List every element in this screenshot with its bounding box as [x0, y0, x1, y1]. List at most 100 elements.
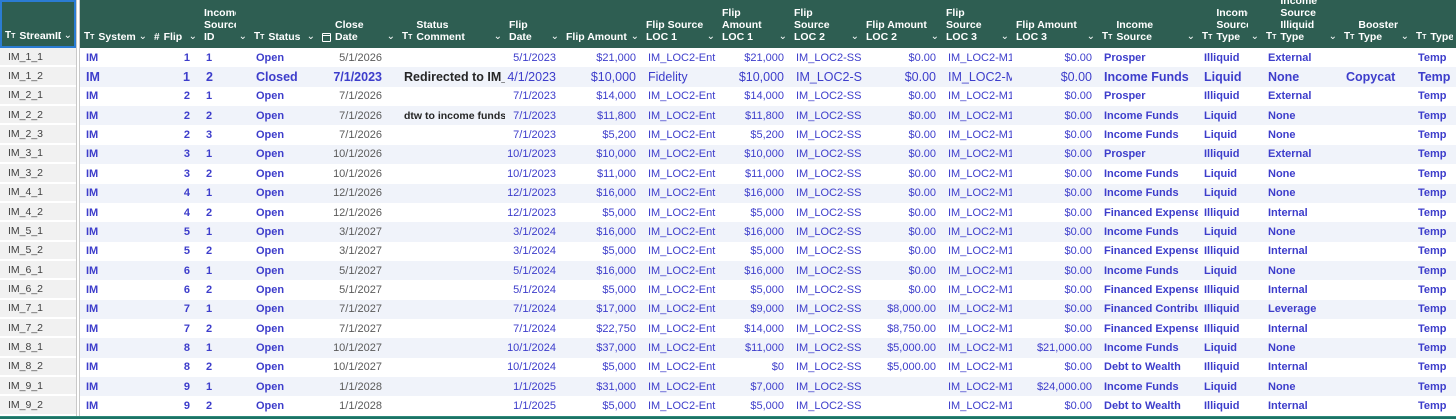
cell-flip-source-loc2[interactable]: IM_LOC2-SSFCU [796, 400, 862, 413]
cell-flip-source-loc1[interactable]: IM_LOC2-Ent [648, 361, 716, 374]
cell-income-source[interactable]: Financed Expenses [1104, 206, 1198, 219]
cell-status-comment[interactable] [398, 222, 505, 241]
cell-flip-source-loc1[interactable]: IM_LOC2-Ent [648, 322, 716, 335]
cell-system[interactable]: IM [86, 400, 99, 413]
cell-flip-date[interactable]: 7/1/2024 [513, 303, 556, 316]
column-header-flip-source-loc2[interactable]: Flip Source LOC 2 ⌄ [790, 0, 862, 48]
cell-flip-source-loc2[interactable]: IM_LOC2-SSFCU [796, 361, 862, 374]
cell-status[interactable]: Closed [256, 70, 298, 85]
cell-flip[interactable]: 1 [183, 51, 190, 64]
cell-close-date[interactable]: 10/1/2026 [333, 167, 382, 180]
cell-flip-amount[interactable]: $17,000 [596, 303, 636, 316]
cell-flip-source-loc2[interactable]: IM_LOC2-SSFCU [796, 264, 862, 277]
cell-flip-source-loc3[interactable]: IM_LOC2-M1 [948, 51, 1012, 64]
cell-flip-amount-loc1[interactable]: $16,000 [744, 187, 784, 200]
cell-type[interactable]: Temp [1418, 225, 1447, 238]
cell-flip-source-loc3[interactable]: IM_LOC2-M1 [948, 400, 1012, 413]
cell-status[interactable]: Open [256, 303, 285, 316]
cell-flip-amount-loc3[interactable]: $0.00 [1064, 109, 1092, 122]
cell-status-comment[interactable] [398, 358, 505, 377]
cell-income-source-illiquid-type[interactable]: None [1268, 187, 1296, 200]
cell-flip-amount-loc1[interactable]: $0 [771, 361, 784, 374]
cell-system[interactable]: IM [86, 148, 99, 161]
cell-income-source-type[interactable]: Illiquid [1204, 51, 1240, 64]
cell-flip-amount-loc2[interactable]: $8,750.00 [887, 322, 936, 335]
cell-income-source-type[interactable]: Illiquid [1204, 90, 1240, 103]
cell-flip-source-loc2[interactable]: IM_LOC2-SSFCU [796, 206, 862, 219]
cell-close-date[interactable]: 7/1/2023 [333, 70, 382, 85]
cell-income-source-id[interactable]: 1 [206, 187, 213, 200]
cell-income-source-illiquid-type[interactable]: None [1268, 70, 1300, 85]
cell-booster-type[interactable] [1340, 396, 1412, 415]
cell-flip-source-loc3[interactable]: IM_LOC2-M1 [948, 342, 1012, 355]
stream-id-cell[interactable]: IM_3_2 [0, 164, 76, 184]
cell-flip-amount-loc3[interactable]: $24,000.00 [1036, 380, 1092, 393]
cell-close-date[interactable]: 12/1/2026 [333, 206, 382, 219]
cell-income-source[interactable]: Financed Contribution [1104, 303, 1198, 316]
cell-flip-amount-loc1[interactable]: $16,000 [744, 264, 784, 277]
cell-flip-source-loc2[interactable]: IM_LOC2-SSFCU [796, 51, 862, 64]
cell-flip-amount[interactable]: $5,000 [602, 400, 636, 413]
cell-flip-source-loc3[interactable]: IM_LOC2-M1 [948, 283, 1012, 296]
cell-flip-source-loc1[interactable]: IM_LOC2-Ent [648, 245, 716, 258]
cell-booster-type[interactable] [1340, 87, 1412, 106]
cell-flip-source-loc3[interactable]: IM_LOC2-M1 [948, 148, 1012, 161]
cell-income-source-id[interactable]: 2 [206, 361, 213, 374]
chevron-down-icon[interactable]: ⌄ [706, 31, 715, 42]
stream-id-cell[interactable]: IM_1_1 [0, 48, 76, 68]
cell-type[interactable]: Temp [1418, 400, 1447, 413]
cell-flip-date[interactable]: 10/1/2024 [507, 342, 556, 355]
cell-flip-amount-loc2[interactable]: $5,000.00 [887, 361, 936, 374]
cell-income-source-illiquid-type[interactable]: None [1268, 109, 1296, 122]
cell-flip-amount-loc2[interactable]: $0.00 [908, 225, 936, 238]
cell-income-source[interactable]: Income Funds [1104, 109, 1179, 122]
cell-close-date[interactable]: 7/1/2026 [339, 109, 382, 122]
cell-close-date[interactable]: 10/1/2027 [333, 361, 382, 374]
cell-system[interactable]: IM [86, 90, 99, 103]
cell-close-date[interactable]: 1/1/2028 [339, 400, 382, 413]
cell-close-date[interactable]: 5/1/2027 [339, 264, 382, 277]
cell-flip-amount-loc2[interactable]: $0.00 [908, 206, 936, 219]
cell-flip-amount-loc2[interactable]: $0.00 [908, 129, 936, 142]
cell-booster-type[interactable] [1340, 338, 1412, 357]
cell-flip-date[interactable]: 7/1/2023 [513, 129, 556, 142]
cell-type[interactable]: Temp [1418, 283, 1447, 296]
cell-income-source-id[interactable]: 2 [206, 400, 213, 413]
cell-flip-amount[interactable]: $5,000 [602, 206, 636, 219]
stream-id-cell[interactable]: IM_5_2 [0, 241, 76, 261]
cell-flip-source-loc3[interactable]: IM_LOC2-M1 [948, 206, 1012, 219]
cell-flip-source-loc2[interactable]: IM_LOC2-SSFCU [796, 148, 862, 161]
cell-type[interactable]: Temp [1418, 245, 1447, 258]
cell-status[interactable]: Open [256, 90, 285, 103]
cell-system[interactable]: IM [86, 70, 100, 85]
column-header-income-source[interactable]: TT Income Source ⌄ [1098, 0, 1198, 48]
cell-flip-amount-loc1[interactable]: $14,000 [744, 90, 784, 103]
cell-status-comment[interactable] [398, 87, 505, 106]
cell-status[interactable]: Open [256, 322, 285, 335]
cell-flip-amount[interactable]: $5,000 [602, 283, 636, 296]
cell-flip-amount-loc3[interactable]: $0.00 [1064, 245, 1092, 258]
cell-flip-amount-loc1[interactable]: $16,000 [744, 225, 784, 238]
cell-income-source-type[interactable]: Illiquid [1204, 206, 1240, 219]
cell-income-source-id[interactable]: 1 [206, 380, 213, 393]
cell-flip-amount[interactable]: $22,750 [596, 322, 636, 335]
cell-income-source-illiquid-type[interactable]: None [1268, 167, 1296, 180]
cell-type[interactable]: Temp [1418, 264, 1447, 277]
cell-income-source[interactable]: Financed Expenses [1104, 322, 1198, 335]
cell-booster-type[interactable] [1340, 222, 1412, 241]
cell-status-comment[interactable] [398, 338, 505, 357]
column-header-flip-amount-loc2[interactable]: Flip Amount LOC 2 ⌄ [862, 0, 942, 48]
cell-income-source-illiquid-type[interactable]: Internal [1268, 322, 1308, 335]
chevron-down-icon[interactable]: ⌄ [1250, 31, 1259, 42]
stream-id-cell[interactable]: IM_2_3 [0, 125, 76, 145]
chevron-down-icon[interactable]: ⌄ [63, 30, 72, 41]
chevron-down-icon[interactable]: ⌄ [386, 31, 395, 42]
cell-status[interactable]: Open [256, 206, 285, 219]
cell-flip-date[interactable]: 10/1/2023 [507, 148, 556, 161]
cell-flip-amount-loc3[interactable]: $0.00 [1064, 187, 1092, 200]
column-header-flip-source-loc3[interactable]: Flip Source LOC 3 ⌄ [942, 0, 1012, 48]
stream-id-cell[interactable]: IM_6_2 [0, 280, 76, 300]
cell-flip-source-loc3[interactable]: IM_LOC2-M1 [948, 167, 1012, 180]
cell-flip[interactable]: 6 [183, 283, 190, 296]
cell-income-source[interactable]: Income Funds [1104, 70, 1189, 85]
